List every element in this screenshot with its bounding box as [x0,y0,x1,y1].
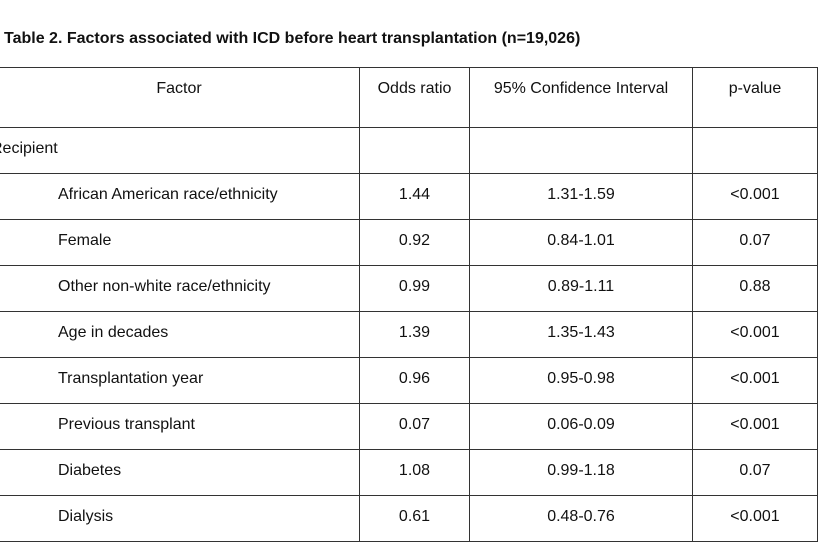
section-row: Recipient [0,127,818,174]
value-cell: <0.001 [692,311,818,358]
empty-cell [469,127,693,174]
data-row: Previous transplant 0.07 0.06-0.09 <0.001 [0,403,818,450]
value-cell: 0.92 [359,219,470,266]
factor-cell: Previous transplant [0,403,360,450]
factor-cell: Dialysis [0,495,360,542]
value-cell: 1.44 [359,173,470,220]
table-title: Table 2. Factors associated with ICD bef… [4,30,581,47]
data-table: Factor Odds ratio 95% Confidence Interval p… [0,67,818,542]
section-cell: Recipient [0,127,360,174]
value-cell: 0.06-0.09 [469,403,693,450]
factor-cell: Age in decades [0,311,360,358]
data-row: Diabetes 1.08 0.99-1.18 0.07 [0,449,818,496]
value-cell: 0.96 [359,357,470,404]
value-cell: 1.35-1.43 [469,311,693,358]
section-label: Recipient [0,140,58,157]
value-cell: 0.99 [359,265,470,312]
factor-cell: African American race/ethnicity [0,173,360,220]
value-cell: 0.48-0.76 [469,495,693,542]
data-row: African American race/ethnicity 1.44 1.31-… [0,173,818,220]
header-cell: p-value [692,67,818,128]
factor-cell: Other non-white race/ethnicity [0,265,360,312]
value-cell: 1.39 [359,311,470,358]
data-row: Female 0.92 0.84-1.01 0.07 [0,219,818,266]
value-cell: 0.61 [359,495,470,542]
factor-cell: Diabetes [0,449,360,496]
value-cell: 0.07 [692,449,818,496]
value-cell: <0.001 [692,173,818,220]
data-row: Other non-white race/ethnicity 0.99 0.89-1… [0,265,818,312]
value-cell: 1.31-1.59 [469,173,693,220]
header-cell: Odds ratio [359,67,470,128]
factor-cell: Transplantation year [0,357,360,404]
factor-cell: Female [0,219,360,266]
value-cell: 0.89-1.11 [469,265,693,312]
data-row: Age in decades 1.39 1.35-1.43 <0.001 [0,311,818,358]
data-row: Dialysis 0.61 0.48-0.76 <0.001 [0,495,818,542]
value-cell: 0.07 [359,403,470,450]
header-cell: Factor [0,67,360,128]
header-cell: 95% Confidence Interval [469,67,693,128]
value-cell: 1.08 [359,449,470,496]
empty-cell [359,127,470,174]
value-cell: 0.95-0.98 [469,357,693,404]
value-cell: <0.001 [692,495,818,542]
value-cell: 0.07 [692,219,818,266]
value-cell: 0.84-1.01 [469,219,693,266]
value-cell: <0.001 [692,403,818,450]
value-cell: 0.99-1.18 [469,449,693,496]
data-row: Transplantation year 0.96 0.95-0.98 <0.001 [0,357,818,404]
value-cell: <0.001 [692,357,818,404]
value-cell: 0.88 [692,265,818,312]
header-row: Factor Odds ratio 95% Confidence Interval p… [0,67,818,128]
empty-cell [692,127,818,174]
